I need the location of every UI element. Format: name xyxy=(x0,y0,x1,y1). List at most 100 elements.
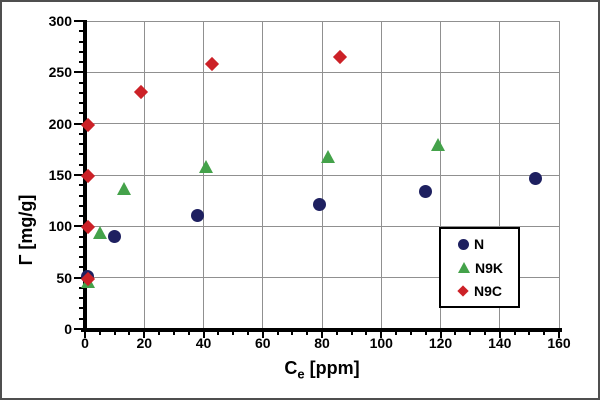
legend: N N9K N9C xyxy=(439,227,520,308)
marker-N xyxy=(191,208,205,222)
x-minor-tick xyxy=(128,332,131,335)
y-minor-tick xyxy=(79,235,83,238)
marker-N9K xyxy=(320,150,335,164)
marker-N9K xyxy=(92,225,107,239)
x-axis-title-unit: [ppm] xyxy=(309,358,360,378)
plot-area xyxy=(85,20,560,329)
x-minor-tick xyxy=(306,332,309,335)
marker-N xyxy=(528,171,542,185)
legend-entry-N9K: N9K xyxy=(458,260,518,276)
marker-N xyxy=(108,230,122,244)
horizontal-gridline xyxy=(85,20,559,22)
vertical-gridline xyxy=(558,21,560,329)
y-major-tick xyxy=(74,174,83,176)
x-minor-tick xyxy=(513,332,516,335)
y-tick-label: 250 xyxy=(48,64,72,81)
x-tick-label: 20 xyxy=(136,335,153,351)
y-minor-tick xyxy=(79,266,83,269)
x-minor-tick xyxy=(158,332,161,335)
y-major-tick xyxy=(74,276,83,279)
x-minor-tick xyxy=(172,332,175,335)
x-axis-line xyxy=(81,328,562,332)
marker-N9K xyxy=(430,137,445,151)
y-minor-tick xyxy=(79,91,83,94)
y-tick-label: 150 xyxy=(48,167,72,183)
marker-N9C xyxy=(205,57,220,72)
x-minor-tick xyxy=(395,332,398,335)
marker-N xyxy=(419,184,433,198)
y-tick-label: 300 xyxy=(48,13,72,29)
y-tick-label: 50 xyxy=(56,269,72,286)
legend-entry-N9C: N9C xyxy=(457,283,518,299)
x-minor-tick xyxy=(528,332,531,335)
diamond-icon xyxy=(457,285,469,297)
y-minor-tick xyxy=(79,81,83,84)
y-major-tick xyxy=(74,71,83,74)
y-minor-tick xyxy=(79,112,83,115)
horizontal-gridline xyxy=(85,225,559,227)
x-minor-tick xyxy=(217,332,220,335)
legend-label: N xyxy=(474,236,485,253)
legend-entry-N: N xyxy=(458,236,518,252)
x-minor-tick xyxy=(454,332,457,335)
marker-N9C xyxy=(80,117,96,132)
x-minor-tick xyxy=(276,332,279,335)
x-minor-tick xyxy=(291,332,294,335)
x-major-tick xyxy=(261,332,264,338)
y-minor-tick xyxy=(79,50,83,53)
y-major-tick xyxy=(74,225,83,228)
marker-N9C xyxy=(332,49,347,64)
x-minor-tick xyxy=(469,332,472,335)
x-tick-label: 0 xyxy=(81,335,89,351)
y-major-tick xyxy=(74,328,83,330)
horizontal-gridline xyxy=(85,174,559,176)
x-major-tick xyxy=(439,332,442,338)
y-minor-tick xyxy=(79,204,83,207)
y-minor-tick xyxy=(79,132,83,135)
marker-N9K xyxy=(199,160,214,174)
x-minor-tick xyxy=(483,332,486,335)
x-tick-label: 60 xyxy=(254,335,271,351)
x-major-tick xyxy=(143,332,146,338)
y-minor-tick xyxy=(79,215,83,218)
y-minor-tick xyxy=(79,245,83,248)
y-minor-tick xyxy=(79,61,83,64)
x-tick-label: 80 xyxy=(314,335,330,351)
x-tick-label: 40 xyxy=(195,335,212,351)
y-minor-tick xyxy=(79,143,83,146)
x-minor-tick xyxy=(350,332,353,335)
x-minor-tick xyxy=(335,332,338,335)
y-tick-label: 200 xyxy=(48,115,72,132)
horizontal-gridline xyxy=(85,277,559,279)
x-minor-tick xyxy=(543,332,546,335)
y-minor-tick xyxy=(79,194,83,197)
y-minor-tick xyxy=(79,256,83,259)
x-minor-tick xyxy=(113,332,116,335)
x-minor-tick xyxy=(232,332,235,335)
x-major-tick xyxy=(380,332,383,338)
y-minor-tick xyxy=(79,307,83,310)
marker-N9K xyxy=(116,181,131,195)
x-tick-label: 120 xyxy=(428,335,453,351)
x-major-tick xyxy=(558,332,560,338)
y-tick-label: 0 xyxy=(64,321,72,337)
y-minor-tick xyxy=(79,163,83,166)
x-major-tick xyxy=(498,332,501,338)
x-axis-title: Ce [ppm] xyxy=(252,358,392,382)
y-minor-tick xyxy=(79,30,83,33)
x-tick-label: 140 xyxy=(488,335,512,351)
x-axis-title-main: C xyxy=(284,358,298,378)
y-major-tick xyxy=(74,20,83,22)
y-minor-tick xyxy=(79,317,83,320)
y-minor-tick xyxy=(79,184,83,187)
horizontal-gridline xyxy=(85,71,559,73)
x-minor-tick xyxy=(409,332,412,335)
x-minor-tick xyxy=(187,332,190,335)
x-axis-title-sub: e xyxy=(297,366,305,382)
x-minor-tick xyxy=(98,332,101,335)
legend-label: N9K xyxy=(475,259,504,276)
y-minor-tick xyxy=(79,297,83,300)
